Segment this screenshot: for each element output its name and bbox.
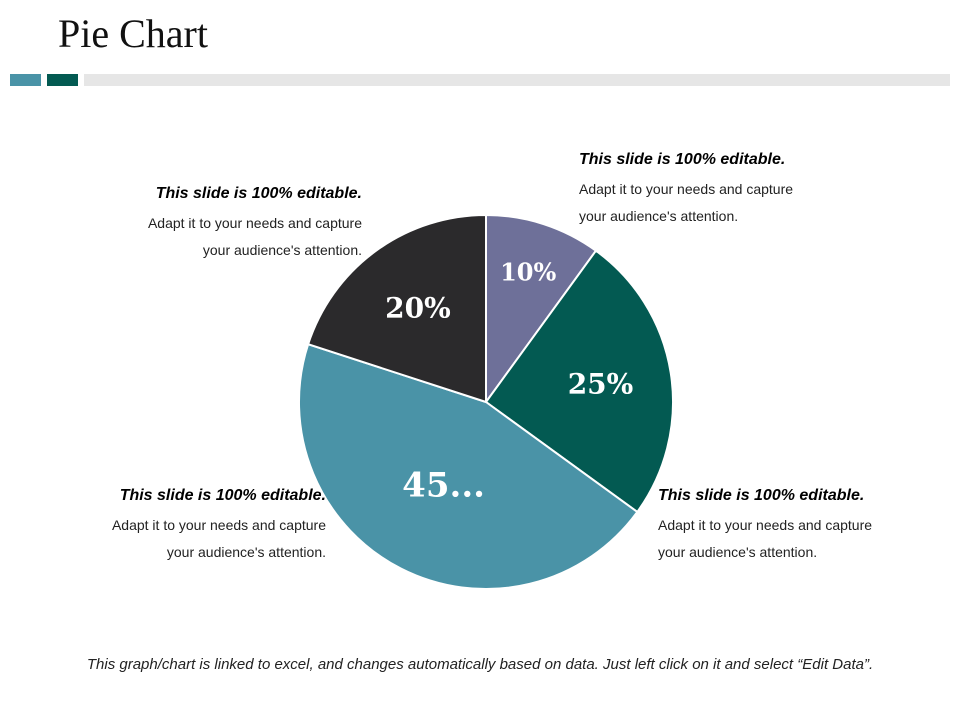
callout-heading: This slide is 100% editable.: [658, 487, 865, 504]
callout-text-line: Adapt it to your needs and capture: [658, 517, 873, 533]
callout-text-line: Adapt it to your needs and capture: [579, 181, 794, 197]
pie-slice[interactable]: [485, 213, 598, 406]
accent-bar-teal: [10, 74, 41, 86]
accent-bar-dark-green: [47, 74, 78, 86]
pie-slice[interactable]: [306, 213, 487, 404]
page-title: Pie Chart: [58, 11, 208, 56]
callout-heading: This slide is 100% editable.: [155, 185, 362, 202]
header-rule: [84, 74, 950, 86]
callout-bottom-left: This slide is 100% editable. Adapt it to…: [6, 486, 326, 561]
callout-top-right: This slide is 100% editable. Adapt it to…: [579, 150, 899, 225]
footnote: This graph/chart is linked to excel, and…: [86, 656, 874, 673]
callout-text-line: your audience's attention.: [579, 208, 739, 224]
pie-slice[interactable]: [298, 342, 639, 590]
callout-text-line: your audience's attention.: [166, 544, 326, 560]
callout-heading: This slide is 100% editable.: [579, 151, 786, 168]
callout-bottom-right: This slide is 100% editable. Adapt it to…: [658, 486, 960, 561]
callout-heading: This slide is 100% editable.: [119, 487, 326, 504]
callout-text-line: your audience's attention.: [202, 242, 362, 258]
pie-slice-label: 25%: [568, 367, 634, 400]
callout-text-line: your audience's attention.: [658, 544, 818, 560]
pie-slice[interactable]: [484, 249, 674, 514]
callout-top-left: This slide is 100% editable. Adapt it to…: [42, 184, 362, 259]
pie-slice-label: 10%: [500, 258, 556, 287]
pie-slice-label: 45...: [402, 465, 485, 505]
pie-slice-label: 20%: [385, 292, 451, 325]
callout-text-line: Adapt it to your needs and capture: [147, 215, 362, 231]
callout-text-line: Adapt it to your needs and capture: [111, 517, 326, 533]
